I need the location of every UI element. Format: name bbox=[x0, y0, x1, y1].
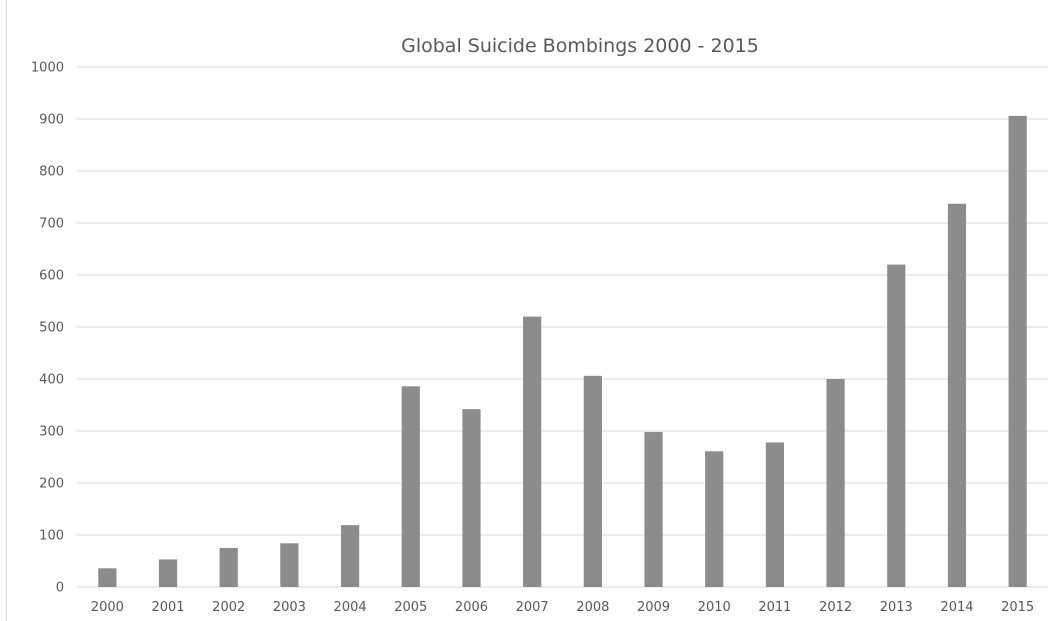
x-tick-label: 2006 bbox=[455, 600, 488, 615]
x-tick-label: 2000 bbox=[91, 600, 124, 615]
y-tick-label: 300 bbox=[39, 425, 64, 440]
y-tick-label: 200 bbox=[39, 477, 64, 492]
x-tick-label: 2013 bbox=[880, 600, 913, 615]
x-tick-label: 2007 bbox=[516, 600, 549, 615]
y-axis-tick-labels: 0 100 200 300 400 500 600 700 800 900 1000 bbox=[31, 61, 64, 596]
gridlines bbox=[77, 66, 1048, 588]
y-tick-label: 800 bbox=[39, 165, 64, 180]
y-tick-label: 600 bbox=[39, 269, 64, 284]
chart-title: Global Suicide Bombings 2000 - 2015 bbox=[401, 35, 759, 57]
x-tick-label: 2001 bbox=[151, 600, 184, 615]
y-tick-label: 100 bbox=[39, 529, 64, 544]
x-tick-label: 2010 bbox=[698, 600, 731, 615]
bar-2008 bbox=[583, 375, 602, 587]
bar-2010 bbox=[705, 451, 724, 587]
x-axis-tick-labels: 2000 2001 2002 2003 2004 2005 2006 2007 2008 2009… bbox=[91, 600, 1034, 615]
bar-2015 bbox=[1008, 115, 1027, 587]
bar-2006 bbox=[462, 409, 481, 587]
bar-2014 bbox=[947, 203, 967, 587]
bar-2005 bbox=[401, 386, 420, 587]
bar-2004 bbox=[340, 525, 360, 587]
x-tick-label: 2004 bbox=[334, 600, 367, 615]
bar-2001 bbox=[158, 559, 178, 587]
bar-2003 bbox=[280, 543, 299, 587]
y-tick-label: 900 bbox=[39, 113, 64, 128]
bar-series bbox=[98, 115, 1027, 587]
x-tick-label: 2009 bbox=[637, 600, 670, 615]
x-tick-label: 2003 bbox=[273, 600, 306, 615]
bar-2009 bbox=[644, 432, 663, 587]
x-tick-label: 2014 bbox=[940, 600, 973, 615]
x-tick-label: 2011 bbox=[758, 600, 791, 615]
y-tick-label: 0 bbox=[56, 581, 64, 596]
y-tick-label: 400 bbox=[39, 373, 64, 388]
x-tick-label: 2015 bbox=[1001, 600, 1034, 615]
x-tick-label: 2002 bbox=[212, 600, 245, 615]
x-tick-label: 2005 bbox=[394, 600, 427, 615]
bar-2000 bbox=[98, 568, 117, 587]
y-tick-label: 700 bbox=[39, 217, 64, 232]
bar-2012 bbox=[826, 379, 845, 587]
x-tick-label: 2008 bbox=[576, 600, 609, 615]
y-tick-label: 1000 bbox=[31, 61, 64, 76]
y-tick-label: 500 bbox=[39, 321, 64, 336]
x-tick-label: 2012 bbox=[819, 600, 852, 615]
bar-2002 bbox=[219, 548, 238, 587]
bar-2007 bbox=[523, 316, 542, 587]
bar-2011 bbox=[765, 442, 785, 587]
bar-2013 bbox=[887, 264, 906, 587]
